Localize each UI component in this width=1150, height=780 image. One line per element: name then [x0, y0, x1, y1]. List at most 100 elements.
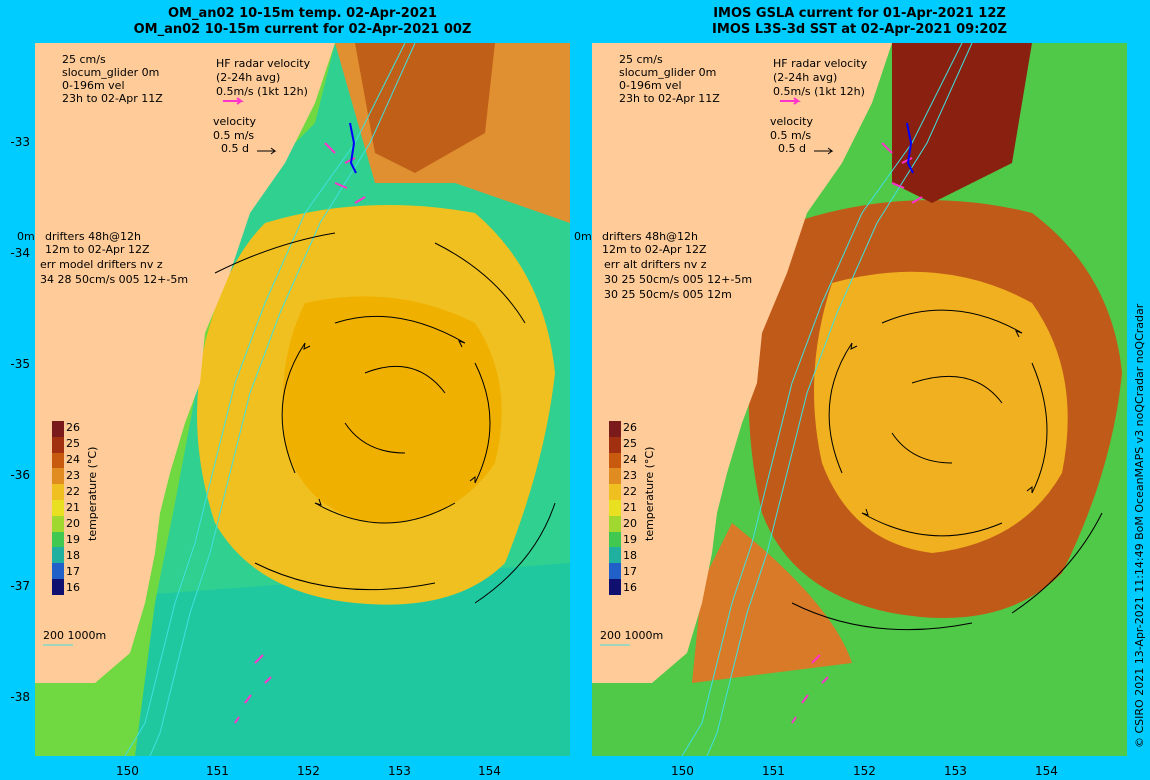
lon-tick: 151 [762, 764, 785, 778]
left-glider-line3: 23h to 02-Apr 11Z [62, 92, 163, 105]
left-map-panel: 25 cm/s slocum_glider 0m 0-196m vel 23h … [35, 43, 570, 756]
right-hf-line3: 0.5m/s (1kt 12h) [773, 85, 865, 98]
cb-tick: 24 [66, 453, 80, 466]
cb-tick: 23 [66, 469, 80, 482]
lon-tick: 150 [116, 764, 139, 778]
cb-tick: 26 [623, 421, 637, 434]
right-drift-line3: err alt drifters nv z [604, 258, 707, 271]
left-drift-line1: drifters 48h@12h [45, 230, 142, 243]
colorbar-unit: temperature (°C) [86, 446, 99, 541]
drifter-markers [791, 142, 923, 724]
right-vel-line3: 0.5 d [778, 142, 806, 155]
eddy-interior [814, 271, 1068, 553]
lat-tick: -35 [10, 357, 30, 371]
land [592, 43, 892, 683]
left-vel-line1: velocity [213, 115, 256, 128]
right-vel-line1: velocity [770, 115, 813, 128]
right-glider-line2: 0-196m vel [619, 79, 682, 92]
cb-tick: 18 [66, 549, 80, 562]
north-hot [355, 43, 495, 173]
cb-tick: 23 [623, 469, 637, 482]
lat-tick: -36 [10, 468, 30, 482]
cb-tick: 20 [623, 517, 637, 530]
south-warm [692, 523, 852, 683]
right-title-line1: IMOS GSLA current for 01-Apr-2021 12Z [713, 6, 1006, 21]
right-map-panel: 25 cm/s slocum_glider 0m 0-196m vel 23h … [592, 43, 1127, 756]
cb-tick: 16 [623, 581, 637, 594]
right-isobath-legend: 200 1000m [600, 629, 664, 642]
lon-tick: 152 [297, 764, 320, 778]
isobath-1000 [706, 43, 973, 756]
left-map-svg [35, 43, 570, 756]
right-glider-line1: slocum_glider 0m [619, 66, 717, 79]
lat-tick: -38 [10, 690, 30, 704]
right-drift-line4: 30 25 50cm/s 005 12+-5m [604, 273, 753, 286]
lon-tick: 154 [1035, 764, 1058, 778]
colorbar-gradient [609, 421, 621, 595]
lat-tick: -34 [10, 246, 30, 260]
cb-tick: 18 [623, 549, 637, 562]
right-hf-line1: HF radar velocity [773, 57, 868, 70]
hf-scale-arrow [223, 97, 244, 105]
current-arrows [214, 232, 556, 604]
left-title-line1: OM_an02 10-15m temp. 02-Apr-2021 [168, 6, 437, 21]
left-drift-depth: 0m [17, 230, 35, 243]
left-vel-line2: 0.5 m/s [213, 129, 255, 142]
ocean-green-band [35, 563, 570, 756]
right-vel-line2: 0.5 m/s [770, 129, 812, 142]
right-drift-line5: 30 25 50cm/s 005 12m [604, 288, 732, 301]
cb-tick: 24 [623, 453, 637, 466]
north-hot [892, 43, 1032, 203]
right-glider-line3: 23h to 02-Apr 11Z [619, 92, 720, 105]
eddy-core [282, 296, 502, 523]
lat-tick: -37 [10, 579, 30, 593]
cb-tick: 19 [66, 533, 80, 546]
left-vel-line3: 0.5 d [221, 142, 249, 155]
right-drift-depth: 0m [574, 230, 592, 243]
left-hf-line3: 0.5m/s (1kt 12h) [216, 85, 308, 98]
left-glider-scale: 25 cm/s [62, 53, 106, 66]
left-hf-line2: (2-24h avg) [216, 71, 281, 84]
right-title: IMOS GSLA current for 01-Apr-2021 12Z IM… [592, 6, 1127, 38]
cb-tick: 16 [66, 581, 80, 594]
lon-tick: 154 [478, 764, 501, 778]
glider-track [906, 122, 914, 174]
land [35, 43, 335, 683]
velocity-scale-arrow [257, 147, 277, 155]
cb-tick: 17 [66, 565, 80, 578]
left-drift-line3: err model drifters nv z [40, 258, 163, 271]
cb-tick: 26 [66, 421, 80, 434]
lon-tick: 152 [853, 764, 876, 778]
hf-scale-arrow [780, 97, 801, 105]
cb-tick: 17 [623, 565, 637, 578]
lat-tick: -33 [10, 135, 30, 149]
left-drift-line2: 12m to 02-Apr 12Z [45, 243, 150, 256]
drifter-markers [234, 142, 366, 724]
lon-tick: 150 [671, 764, 694, 778]
left-hf-line1: HF radar velocity [216, 57, 311, 70]
left-isobath-legend: 200 1000m [43, 629, 107, 642]
lon-tick: 153 [944, 764, 967, 778]
right-map-svg [592, 43, 1127, 756]
left-drift-line4: 34 28 50cm/s 005 12+-5m [40, 273, 189, 286]
colorbar-unit: temperature (°C) [643, 446, 656, 541]
left-title: OM_an02 10-15m temp. 02-Apr-2021 OM_an02… [35, 6, 570, 38]
current-arrows [791, 309, 1103, 631]
cb-tick: 19 [623, 533, 637, 546]
lon-tick: 153 [388, 764, 411, 778]
cb-tick: 25 [623, 437, 637, 450]
isobath-200 [124, 43, 406, 756]
credit-text: © CSIRO 2021 13-Apr-2021 11:14:49 BoM Oc… [1133, 303, 1146, 748]
isobath-200 [681, 43, 963, 756]
cb-tick: 25 [66, 437, 80, 450]
glider-track [349, 122, 357, 174]
cb-tick: 20 [66, 517, 80, 530]
left-glider-line2: 0-196m vel [62, 79, 125, 92]
right-drift-line1: drifters 48h@12h [602, 230, 699, 243]
right-hf-line2: (2-24h avg) [773, 71, 838, 84]
left-title-line2: OM_an02 10-15m current for 02-Apr-2021 0… [133, 22, 472, 37]
lon-tick: 151 [206, 764, 229, 778]
isobath-1000 [149, 43, 416, 756]
cb-tick: 22 [623, 485, 637, 498]
colorbar-gradient [52, 421, 64, 595]
